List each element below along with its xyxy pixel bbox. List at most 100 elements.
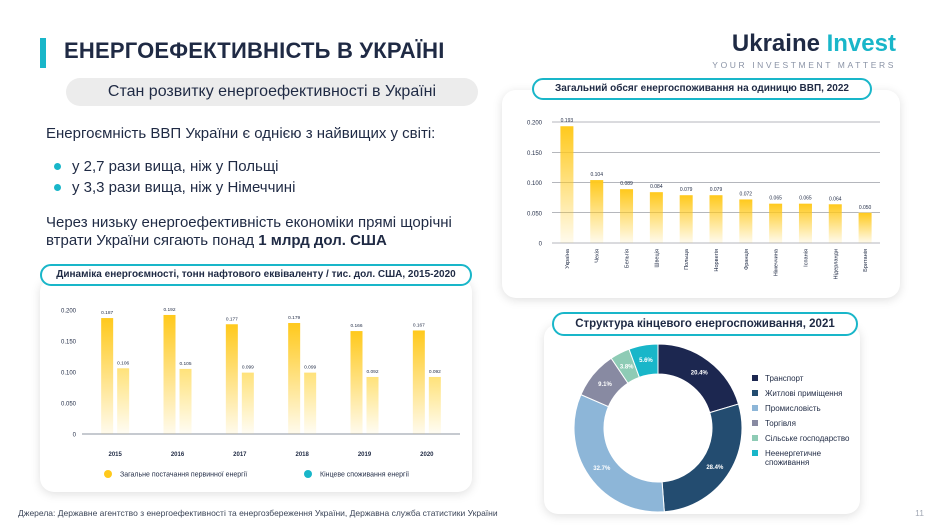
bar-value-label: 0.092 <box>366 369 378 375</box>
x-tick-label: Бельгія <box>625 249 631 268</box>
bar-primary-2016 <box>163 314 176 434</box>
bar-Норвегія <box>709 195 723 243</box>
y-tick-label: 0.150 <box>527 151 543 157</box>
bar-final-2018 <box>304 372 317 434</box>
y-tick-label: 0.200 <box>61 309 77 315</box>
ukraine-invest-logo: Ukraine Invest YOUR INVESTMENT MATTERS <box>712 30 896 70</box>
bar-value-label: 0.079 <box>680 187 693 193</box>
title-accent-bar <box>40 38 46 68</box>
dynamics-chart: 0.200 0.150 0.100 0.050 0 0.187 0.106 2015 0.192… <box>61 307 460 479</box>
legend-marker-final <box>304 470 312 478</box>
bar-Чехія <box>590 180 604 243</box>
bar-value-label: 0.104 <box>590 172 603 178</box>
bar-value-label: 0.064 <box>829 196 842 202</box>
legend-swatch <box>752 435 758 441</box>
legend-marker-primary <box>104 470 112 478</box>
y-tick-label: 0.200 <box>527 121 543 127</box>
country-chart-title: Загальний обсяг енергоспоживання на один… <box>532 78 872 100</box>
bar-final-2016 <box>179 368 192 434</box>
bar-final-2017 <box>241 372 254 434</box>
x-tick-label: Швеція <box>654 249 660 268</box>
bar-Німеччина <box>769 203 783 243</box>
donut-slice-Транспорт <box>657 343 740 414</box>
donut-value-label: 20.4% <box>691 371 709 377</box>
bullet-poland: у 2,7 рази вища, ніж у Польщі <box>54 158 295 175</box>
legend-item-trade: Торгівля <box>752 419 865 428</box>
bar-value-label: 0.084 <box>650 184 663 190</box>
legend-swatch <box>752 420 758 426</box>
logo-part-invest: Invest <box>826 30 896 57</box>
bar-value-label: 0.179 <box>288 315 300 321</box>
bar-final-2019 <box>366 376 379 434</box>
legend-label: Сільське господарство <box>765 434 850 443</box>
legend-swatch <box>752 390 758 396</box>
bar-value-label: 0.092 <box>429 369 441 375</box>
donut-slice-Житлові приміщення <box>661 403 743 513</box>
country-chart-card: 0.200 0.150 0.100 0.050 0 0.193 Україна 0.104 Че… <box>502 90 900 298</box>
y-tick-label: 0.050 <box>61 402 77 408</box>
legend-swatch <box>752 405 758 411</box>
bullet-dot-icon <box>54 163 61 170</box>
legend-swatch <box>752 375 758 381</box>
donut-value-label: 9.1% <box>598 382 612 388</box>
donut-slice-Промисловість <box>573 393 665 513</box>
bar-Польща <box>679 195 693 243</box>
x-tick-label: Польща <box>684 248 690 270</box>
legend-label: Неенергетичне споживання <box>765 449 822 467</box>
x-tick-label: Чехія <box>595 249 601 263</box>
losses-text-prefix: Через низьку енергоефективність економік… <box>46 214 452 249</box>
bar-value-label: 0.192 <box>163 307 175 313</box>
logo-tagline: YOUR INVESTMENT MATTERS <box>712 60 896 70</box>
bar-Швеція <box>649 192 663 243</box>
y-tick-label: 0.150 <box>61 340 77 346</box>
bar-value-label: 0.166 <box>350 323 362 329</box>
donut-value-label: 28.4% <box>706 465 724 471</box>
x-tick-label: Британія <box>863 249 869 272</box>
bar-value-label: 0.105 <box>179 361 191 367</box>
legend-label-final: Кінцеве споживання енергії <box>320 471 409 479</box>
intro-text: Енергоємність ВВП України є однією з най… <box>46 125 436 142</box>
bar-value-label: 0.089 <box>620 181 633 187</box>
source-note: Джерела: Державне агентство з енергоефек… <box>18 508 498 518</box>
x-tick-label: 2015 <box>108 452 122 458</box>
bar-value-label: 0.065 <box>769 196 782 202</box>
bar-Франція <box>739 199 753 243</box>
bar-value-label: 0.167 <box>413 322 425 328</box>
losses-amount: 1 млрд дол. США <box>258 232 387 249</box>
section-subtitle: Стан розвитку енергоефективності в Украї… <box>66 78 478 106</box>
bar-primary-2015 <box>101 318 114 434</box>
bar-primary-2019 <box>350 331 363 434</box>
x-tick-label: 2020 <box>420 452 434 458</box>
y-tick-label: 0.050 <box>527 211 543 217</box>
donut-value-label: 5.6% <box>639 358 653 364</box>
x-tick-label: Нідерланди <box>833 249 839 279</box>
bar-final-2020 <box>428 376 441 434</box>
y-tick-label: 0.100 <box>61 371 77 377</box>
bullet-germany: у 3,3 рази вища, ніж у Німеччині <box>54 179 295 196</box>
bar-final-2015 <box>117 368 130 434</box>
bar-value-label: 0.193 <box>561 118 574 124</box>
bar-value-label: 0.099 <box>242 365 254 371</box>
bar-value-label: 0.099 <box>304 365 316 371</box>
x-tick-label: 2017 <box>233 452 247 458</box>
x-tick-label: 2019 <box>358 452 372 458</box>
legend-item-industry: Промисловість <box>752 404 865 413</box>
donut-legend: Транспорт Житлові приміщення Промисловіс… <box>752 374 865 473</box>
structure-donut-chart: 20.4% 28.4% 32.7% 9.1% 3.8% 5.6% <box>573 343 743 513</box>
legend-item-transport: Транспорт <box>752 374 865 383</box>
bar-primary-2018 <box>288 323 301 434</box>
comparison-bullets: у 2,7 рази вища, ніж у Польщі у 3,3 рази… <box>54 158 295 200</box>
bar-value-label: 0.050 <box>859 205 872 211</box>
country-chart: 0.200 0.150 0.100 0.050 0 0.193 Україна 0.104 Че… <box>527 118 880 279</box>
bar-value-label: 0.177 <box>226 316 238 322</box>
y-tick-label: 0 <box>73 433 77 439</box>
legend-label: Промисловість <box>765 404 821 413</box>
bar-value-label: 0.065 <box>799 196 812 202</box>
bar-Україна <box>560 126 574 243</box>
legend-label: Торгівля <box>765 419 796 428</box>
bullet-poland-text: у 2,7 рази вища, ніж у Польщі <box>72 158 279 175</box>
legend-label: Житлові приміщення <box>765 389 843 398</box>
x-tick-label: Україна <box>565 248 571 269</box>
page-title: ЕНЕРГОЕФЕКТИВНІСТЬ В УКРАЇНІ <box>64 38 445 63</box>
bar-primary-2020 <box>412 330 425 434</box>
